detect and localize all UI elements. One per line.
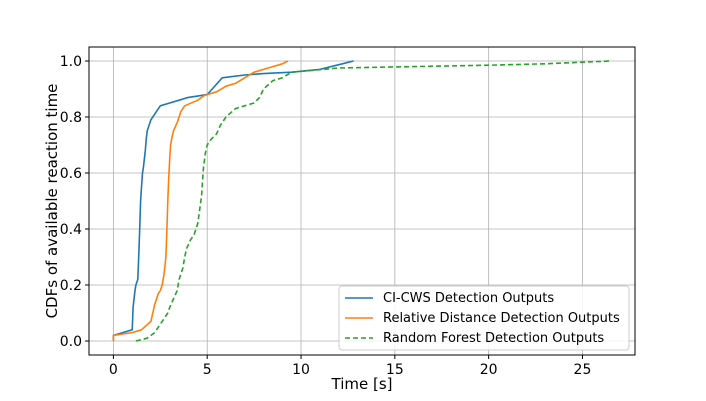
- x-tick-label: 5: [203, 362, 212, 378]
- x-axis-label: Time [s]: [331, 375, 393, 393]
- y-tick-label: 0.2: [60, 278, 82, 294]
- y-tick-label: 0.4: [60, 222, 82, 238]
- axis-ticks: 0 5 10 15 20 25 0.0 0.2 0.4 0.6 0.8 1.0: [60, 54, 592, 378]
- legend: CI-CWS Detection Outputs Relative Distan…: [338, 285, 630, 351]
- y-tick-label: 0.0: [60, 334, 82, 350]
- y-axis-label: CDFs of available reaction time: [43, 84, 61, 319]
- legend-label-random-forest: Random Forest Detection Outputs: [383, 331, 604, 346]
- x-tick-label: 15: [386, 362, 404, 378]
- legend-box: [338, 285, 630, 351]
- y-tick-label: 0.6: [60, 166, 82, 182]
- plot-frame: [88, 46, 636, 356]
- x-tick-label: 0: [109, 362, 118, 378]
- y-tick-label: 1.0: [60, 54, 82, 70]
- series-line-0: [112, 60, 354, 341]
- y-tick-label: 0.8: [60, 110, 82, 126]
- series-line-1: [112, 60, 289, 341]
- x-tick-label: 10: [292, 362, 310, 378]
- legend-label-ci-cws: CI-CWS Detection Outputs: [383, 291, 554, 306]
- series-line-2: [135, 60, 611, 342]
- legend-label-relative-distance: Relative Distance Detection Outputs: [383, 311, 620, 326]
- x-tick-label: 20: [480, 362, 498, 378]
- series-lines: [112, 60, 611, 342]
- x-tick-label: 25: [574, 362, 592, 378]
